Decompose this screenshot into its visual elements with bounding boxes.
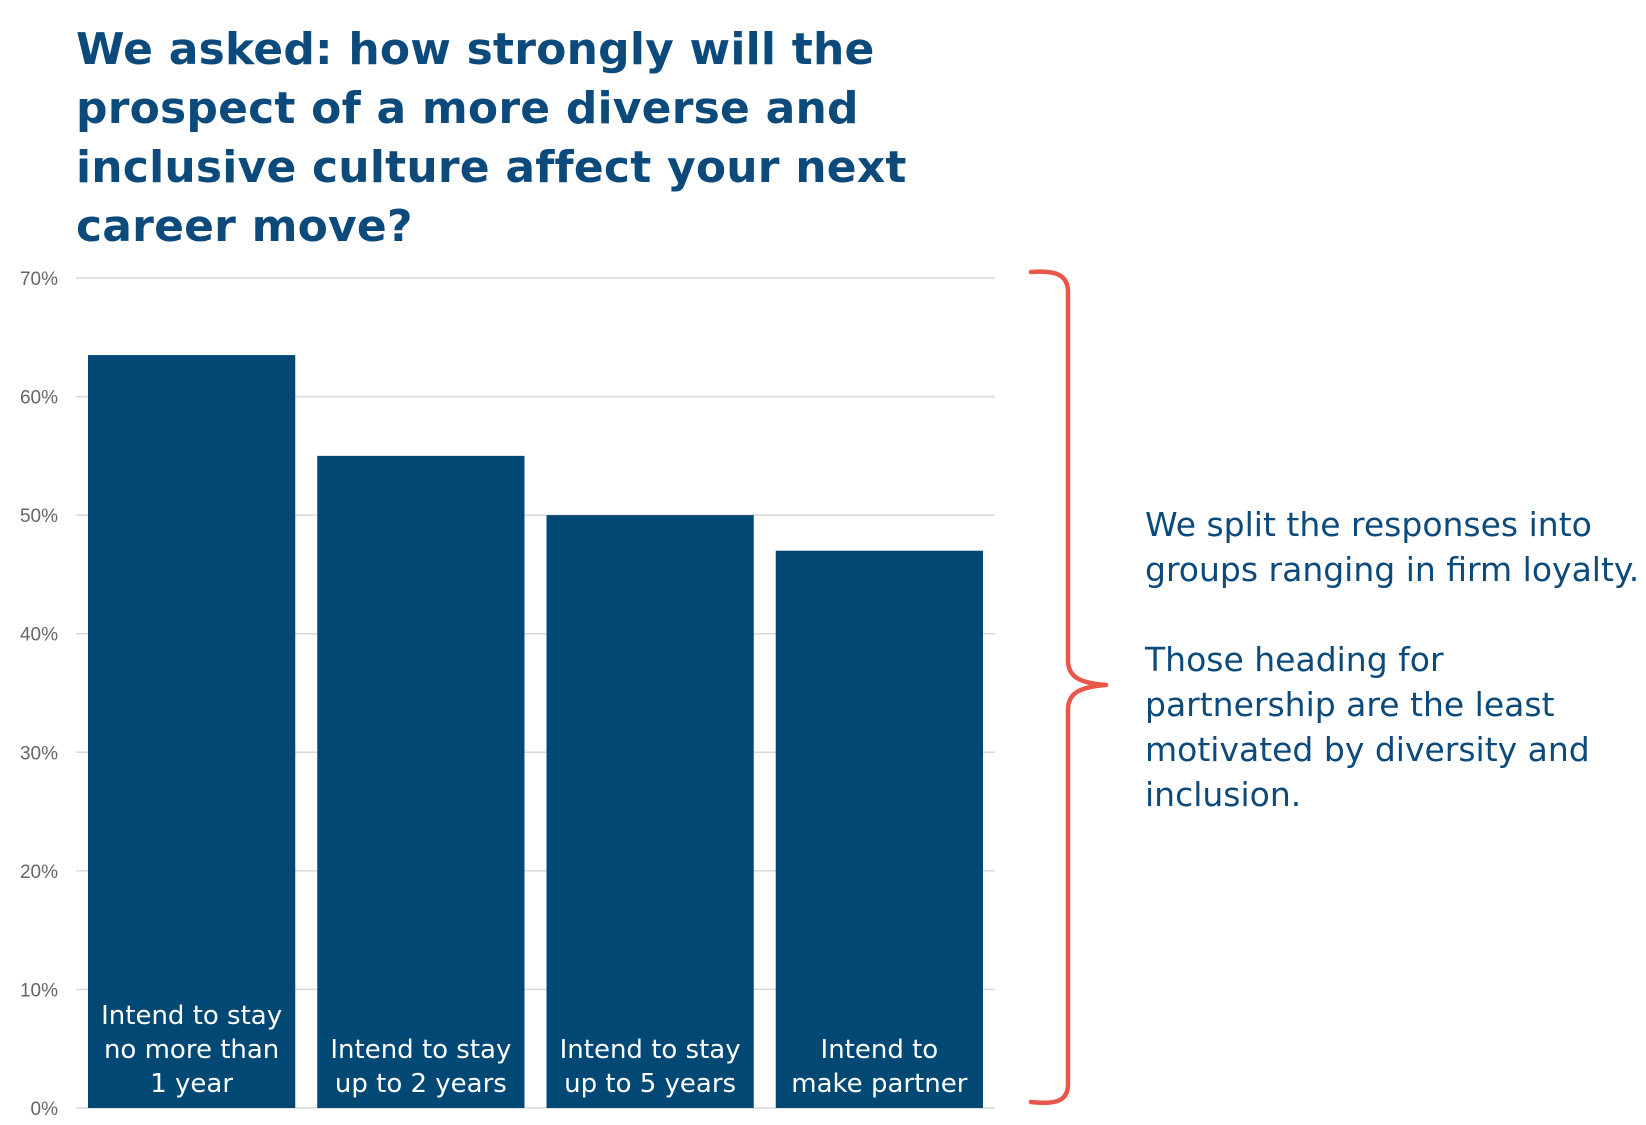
category-label: Intend to stay bbox=[560, 1035, 741, 1065]
category-label: up to 2 years bbox=[335, 1069, 507, 1099]
category-label: Intend to bbox=[821, 1035, 939, 1065]
category-label: make partner bbox=[791, 1069, 967, 1099]
bar bbox=[775, 550, 983, 1108]
annotation-paragraph-1: We split the responses into groups rangi… bbox=[1145, 505, 1640, 589]
right-curly-bracket bbox=[1028, 269, 1109, 1105]
chart-title: We asked: how strongly will the prospect… bbox=[76, 24, 907, 252]
category-label: Intend to stay bbox=[330, 1035, 511, 1065]
category-label: 1 year bbox=[150, 1069, 233, 1099]
category-label: Intend to stay bbox=[101, 1001, 282, 1031]
y-tick-label: 30% bbox=[20, 743, 58, 764]
y-tick-label: 10% bbox=[20, 980, 58, 1001]
bar-labels: Intend to stay no more than 1 year Intend t… bbox=[101, 1001, 968, 1099]
y-axis-ticks: 0% 10% 20% 30% 40% 50% 60% 70% bbox=[20, 269, 58, 1120]
bar bbox=[88, 355, 296, 1109]
bars bbox=[88, 355, 983, 1109]
bar bbox=[546, 515, 754, 1108]
y-tick-label: 70% bbox=[20, 269, 58, 290]
annotation-text: We split the responses into groups rangi… bbox=[1145, 502, 1640, 817]
category-label: up to 5 years bbox=[564, 1069, 736, 1099]
y-tick-label: 0% bbox=[31, 1099, 59, 1120]
y-tick-label: 40% bbox=[20, 625, 58, 646]
annotation-paragraph-2: Those heading for partnership are the le… bbox=[1145, 640, 1590, 814]
category-label: no more than bbox=[104, 1035, 279, 1065]
bar bbox=[317, 455, 525, 1108]
y-tick-label: 20% bbox=[20, 862, 58, 883]
y-tick-label: 60% bbox=[20, 388, 58, 409]
y-tick-label: 50% bbox=[20, 506, 58, 527]
